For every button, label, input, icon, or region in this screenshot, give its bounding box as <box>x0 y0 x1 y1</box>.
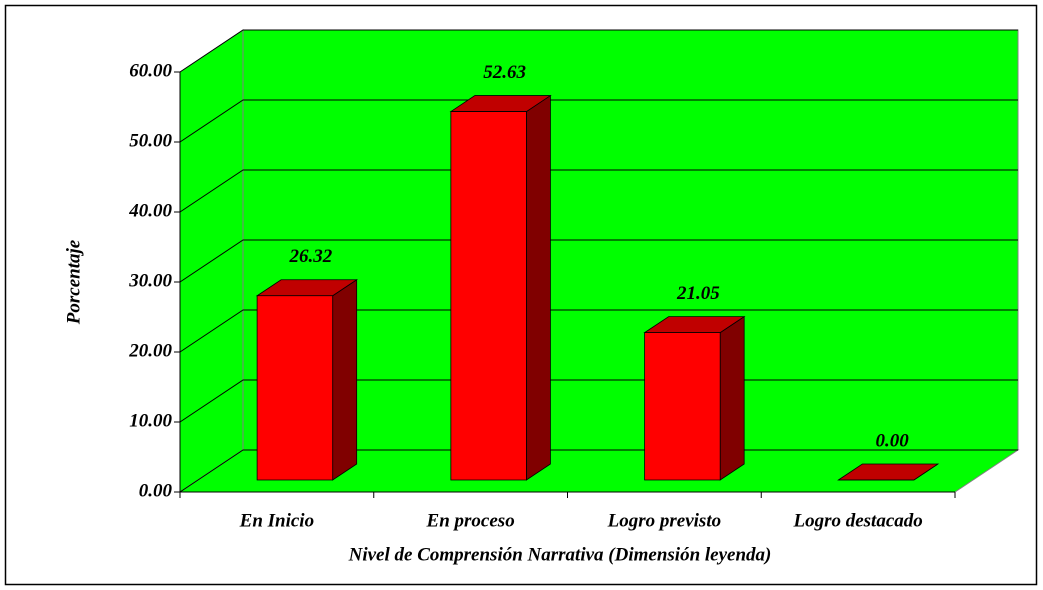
x-axis-title: Nivel de Comprensión Narrativa (Dimensió… <box>348 544 772 565</box>
y-tick-label: 50.00 <box>129 130 172 151</box>
bar-side <box>526 94 551 481</box>
y-axis-title: Porcentaje <box>63 239 84 325</box>
y-tick-label: 10.00 <box>129 410 172 431</box>
grid-line <box>179 29 1018 73</box>
bar <box>643 315 746 481</box>
y-tick-label: 0.00 <box>139 480 173 501</box>
x-tick-label: Logro destacado <box>792 510 922 531</box>
grid-line <box>179 449 1018 493</box>
value-label: 0.00 <box>876 430 910 451</box>
y-tick-label: 20.00 <box>128 340 172 361</box>
y-tick-label: 30.00 <box>128 270 172 291</box>
grid-line <box>179 309 1018 353</box>
value-label: 26.32 <box>289 246 333 267</box>
x-tick-label: En proceso <box>426 510 515 531</box>
grid-line <box>179 169 1018 213</box>
y-tick-label: 40.00 <box>128 200 172 221</box>
x-tick-label: En Inicio <box>239 510 314 531</box>
bar <box>449 94 552 481</box>
bar <box>837 463 940 481</box>
value-label: 52.63 <box>483 62 526 83</box>
grid-line <box>179 99 1018 143</box>
y-tick-label: 60.00 <box>129 60 172 81</box>
value-label: 21.05 <box>676 283 720 304</box>
bar-front <box>256 295 334 481</box>
grid-line <box>179 239 1018 283</box>
bar-side <box>332 278 358 481</box>
grid-line <box>179 379 1018 423</box>
x-tick-label: Logro previsto <box>607 510 721 531</box>
bar-side <box>719 315 745 481</box>
bar <box>255 278 358 481</box>
bar-front <box>644 332 721 481</box>
bar-front <box>450 111 527 481</box>
